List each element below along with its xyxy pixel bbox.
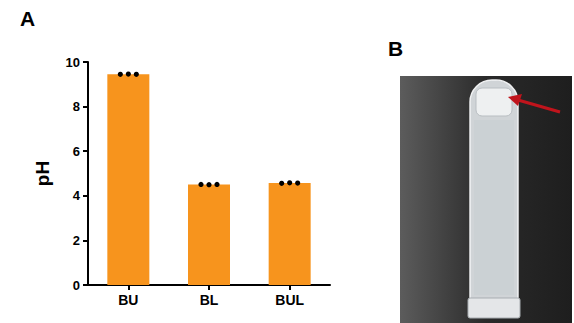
svg-text:pH: pH (32, 161, 53, 186)
svg-text:BUL: BUL (275, 292, 304, 308)
svg-text:B: B (388, 37, 403, 60)
svg-text:BL: BL (200, 292, 219, 308)
svg-text:6: 6 (73, 144, 80, 159)
svg-text:BU: BU (118, 292, 138, 308)
svg-text:2: 2 (73, 233, 80, 248)
svg-text:A: A (20, 7, 35, 30)
svg-text:0: 0 (73, 278, 80, 293)
svg-text:4: 4 (73, 188, 81, 203)
svg-text:8: 8 (73, 99, 80, 114)
svg-text:10: 10 (66, 55, 80, 70)
